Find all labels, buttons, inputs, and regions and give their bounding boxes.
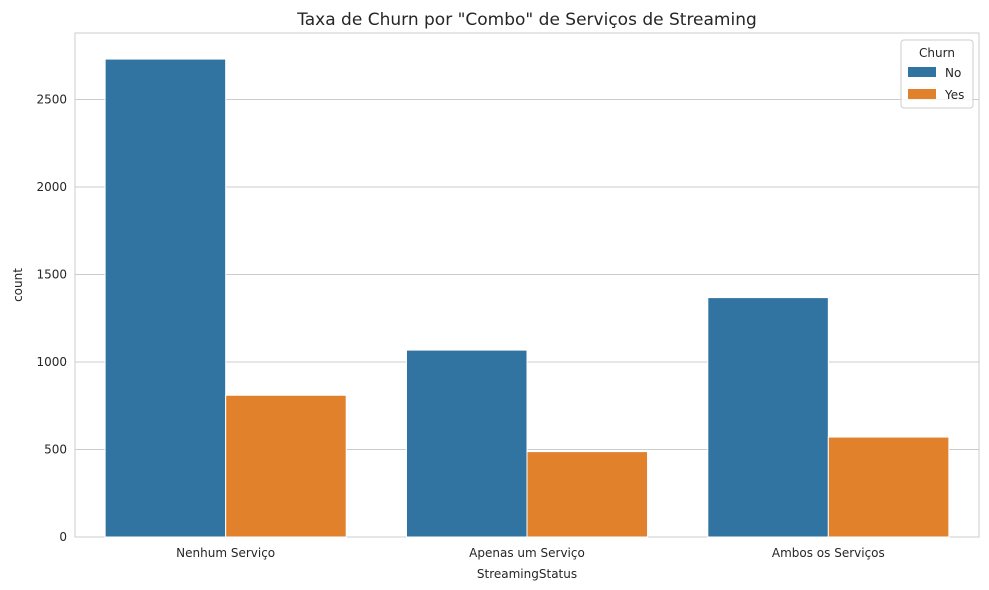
- y-tick-label-0: 0: [59, 530, 67, 544]
- y-tick-label-500: 500: [44, 443, 67, 457]
- legend-swatch-yes: [908, 89, 936, 99]
- y-tick-label-2000: 2000: [36, 180, 67, 194]
- y-axis-label: count: [11, 268, 25, 302]
- y-tick-label-1500: 1500: [36, 268, 67, 282]
- bar-no-3: [707, 297, 829, 538]
- bar-yes-3: [827, 436, 950, 538]
- y-axis-ticks: 0 500 1000 1500 2000 2500: [36, 93, 67, 545]
- y-tick-label-2500: 2500: [36, 93, 67, 107]
- legend: Churn No Yes: [900, 39, 974, 109]
- chart-title: Taxa de Churn por "Combo" de Serviços de…: [296, 10, 757, 30]
- bar-no-1: [104, 58, 227, 538]
- legend-title: Churn: [919, 46, 955, 60]
- y-tick-label-1000: 1000: [36, 355, 67, 369]
- x-axis-label: StreamingStatus: [477, 567, 577, 581]
- bar-yes-1: [225, 394, 347, 538]
- bars: [104, 58, 950, 538]
- legend-label-yes: Yes: [944, 88, 964, 102]
- x-tick-label-3: Ambos os Serviços: [772, 546, 885, 560]
- x-tick-label-2: Apenas um Serviço: [469, 546, 585, 560]
- x-axis-ticks: Nenhum Serviço Apenas um Serviço Ambos os …: [176, 546, 885, 560]
- x-tick-label-1: Nenhum Serviço: [176, 546, 275, 560]
- bar-no-2: [405, 349, 528, 538]
- legend-swatch-no: [908, 67, 936, 77]
- legend-label-no: No: [945, 66, 961, 80]
- bar-yes-2: [526, 451, 649, 538]
